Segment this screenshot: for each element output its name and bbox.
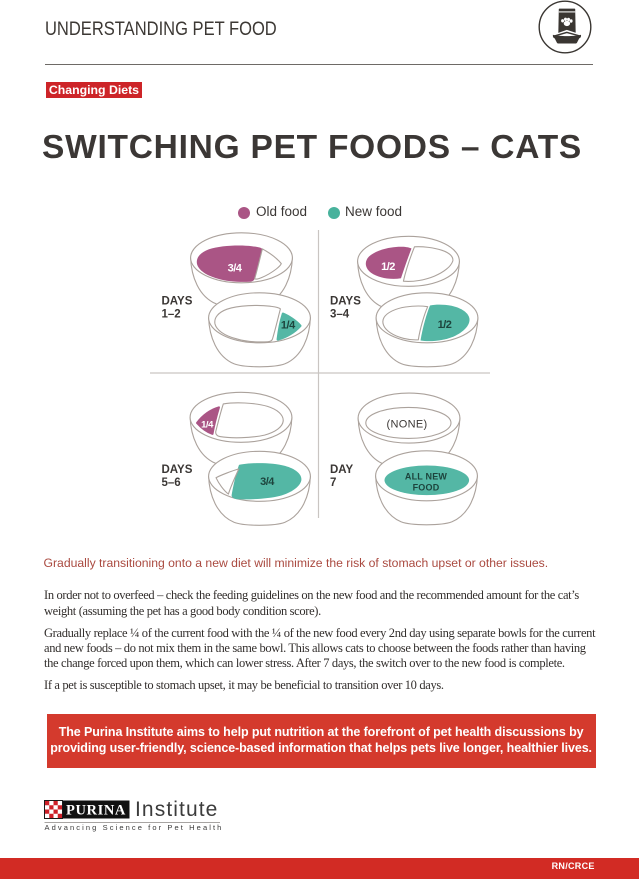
svg-text:DAYS: DAYS <box>162 296 193 308</box>
svg-text:DAYS: DAYS <box>162 464 193 476</box>
svg-text:Institute: Institute <box>135 800 218 821</box>
svg-text:1/2: 1/2 <box>438 319 452 331</box>
svg-text:FOOD: FOOD <box>413 483 440 493</box>
svg-text:7: 7 <box>330 477 336 489</box>
svg-text:DAY: DAY <box>330 464 354 476</box>
svg-text:3–4: 3–4 <box>330 309 350 321</box>
svg-text:1/4: 1/4 <box>281 319 296 331</box>
svg-text:ALL NEW: ALL NEW <box>405 472 448 482</box>
svg-text:1/2: 1/2 <box>381 261 395 273</box>
svg-text:1–2: 1–2 <box>162 309 181 321</box>
svg-text:DAYS: DAYS <box>330 296 361 308</box>
svg-text:PURINA: PURINA <box>66 803 126 819</box>
svg-text:Advancing Science for Pet Heal: Advancing Science for Pet Health <box>45 823 224 832</box>
svg-text:1/4: 1/4 <box>201 420 214 431</box>
svg-text:(NONE): (NONE) <box>387 419 428 431</box>
svg-text:5–6: 5–6 <box>162 477 181 489</box>
svg-text:3/4: 3/4 <box>260 476 275 488</box>
svg-text:3/4: 3/4 <box>228 263 243 275</box>
